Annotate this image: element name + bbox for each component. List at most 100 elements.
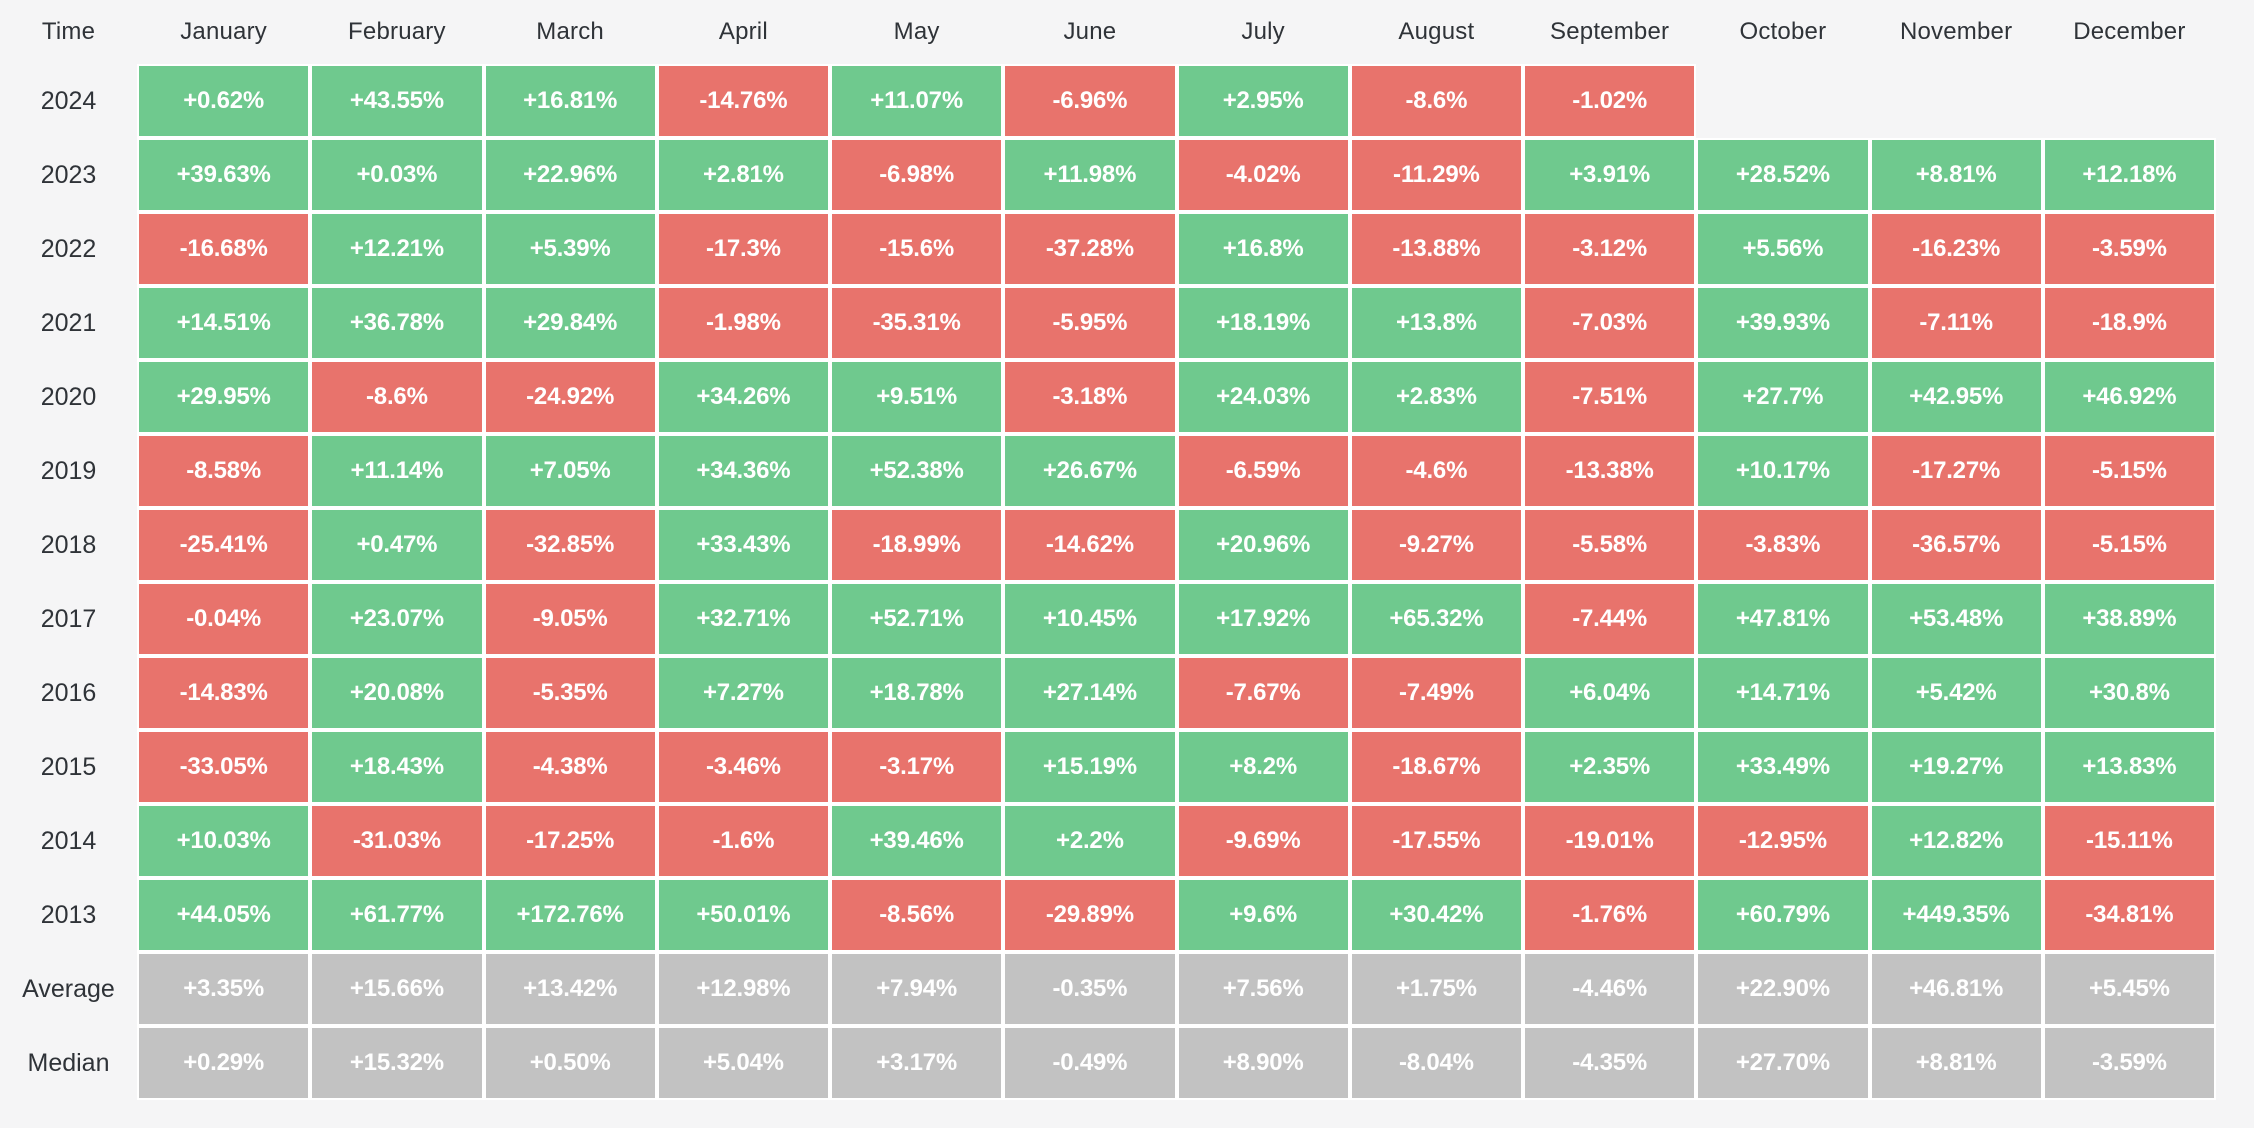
return-cell: +5.39%: [483, 212, 657, 286]
return-cell: +3.91%: [1523, 138, 1697, 212]
return-cell: +14.51%: [137, 286, 311, 360]
return-cell: +5.56%: [1696, 212, 1870, 286]
return-cell: +2.83%: [1349, 360, 1523, 434]
return-cell: +3.17%: [830, 1026, 1004, 1100]
return-cell: -34.81%: [2042, 878, 2216, 952]
return-cell: +29.84%: [483, 286, 657, 360]
return-cell: -5.95%: [1003, 286, 1177, 360]
return-cell: -17.27%: [1869, 434, 2043, 508]
year-row-label: 2014: [40, 826, 97, 855]
return-cell: -14.76%: [656, 64, 830, 138]
return-cell: +36.78%: [310, 286, 484, 360]
year-row-label: 2021: [40, 308, 97, 337]
return-cell: +39.46%: [830, 804, 1004, 878]
return-cell: +2.35%: [1523, 730, 1697, 804]
year-row-label: 2016: [40, 678, 97, 707]
return-cell: [1870, 64, 2043, 138]
return-cell: +18.78%: [830, 656, 1004, 730]
return-cell: +0.47%: [310, 508, 484, 582]
return-cell: +44.05%: [137, 878, 311, 952]
return-cell: -12.95%: [1696, 804, 1870, 878]
return-cell: +12.18%: [2042, 138, 2216, 212]
return-cell: -14.83%: [137, 656, 311, 730]
return-cell: -3.18%: [1003, 360, 1177, 434]
return-cell: -3.83%: [1696, 508, 1870, 582]
return-cell: +5.45%: [2042, 952, 2216, 1026]
return-cell: -1.6%: [656, 804, 830, 878]
month-header: September: [1550, 18, 1670, 45]
return-cell: +61.77%: [310, 878, 484, 952]
return-cell: +2.2%: [1003, 804, 1177, 878]
return-cell: -1.76%: [1523, 878, 1697, 952]
return-cell: +43.55%: [310, 64, 484, 138]
return-cell: +0.50%: [483, 1026, 657, 1100]
monthly-returns-heatmap: Time January February March April May June Jul…: [22, 18, 2216, 1100]
return-cell: +22.96%: [483, 138, 657, 212]
return-cell: -17.25%: [483, 804, 657, 878]
year-row-label: 2018: [40, 530, 97, 559]
return-cell: +29.95%: [137, 360, 311, 434]
return-cell: +11.98%: [1003, 138, 1177, 212]
return-cell: -18.9%: [2042, 286, 2216, 360]
return-cell: -7.03%: [1523, 286, 1697, 360]
return-cell: -7.44%: [1523, 582, 1697, 656]
return-cell: +0.03%: [310, 138, 484, 212]
return-cell: +7.94%: [830, 952, 1004, 1026]
time-header-label: Time: [41, 18, 96, 45]
return-cell: -1.98%: [656, 286, 830, 360]
return-cell: +42.95%: [1869, 360, 2043, 434]
return-cell: -32.85%: [483, 508, 657, 582]
return-cell: -5.58%: [1523, 508, 1697, 582]
return-cell: +3.35%: [137, 952, 311, 1026]
return-cell: -35.31%: [830, 286, 1004, 360]
return-cell: -3.12%: [1523, 212, 1697, 286]
return-cell: +9.6%: [1176, 878, 1350, 952]
return-cell: -4.46%: [1523, 952, 1697, 1026]
return-cell: +60.79%: [1696, 878, 1870, 952]
return-cell: +34.26%: [656, 360, 830, 434]
return-cell: -8.56%: [830, 878, 1004, 952]
year-row-label: 2013: [40, 900, 97, 929]
stat-row-label: Average: [22, 974, 115, 1003]
return-cell: -9.05%: [483, 582, 657, 656]
year-row-label: 2015: [40, 752, 97, 781]
return-cell: -9.27%: [1349, 508, 1523, 582]
return-cell: +12.21%: [310, 212, 484, 286]
return-cell: +53.48%: [1869, 582, 2043, 656]
return-cell: -18.99%: [830, 508, 1004, 582]
return-cell: +33.49%: [1696, 730, 1870, 804]
return-cell: -4.38%: [483, 730, 657, 804]
return-cell: -7.11%: [1869, 286, 2043, 360]
return-cell: +39.63%: [137, 138, 311, 212]
return-cell: +449.35%: [1869, 878, 2043, 952]
return-cell: -4.02%: [1176, 138, 1350, 212]
return-cell: -5.15%: [2042, 434, 2216, 508]
return-cell: +20.96%: [1176, 508, 1350, 582]
return-cell: +13.8%: [1349, 286, 1523, 360]
return-cell: -4.35%: [1523, 1026, 1697, 1100]
return-cell: +2.95%: [1176, 64, 1350, 138]
return-cell: [2043, 64, 2216, 138]
return-cell: -29.89%: [1003, 878, 1177, 952]
return-cell: +7.05%: [483, 434, 657, 508]
month-header: October: [1739, 18, 1827, 45]
return-cell: -17.55%: [1349, 804, 1523, 878]
month-header: March: [536, 18, 604, 45]
return-cell: -3.59%: [2042, 1026, 2216, 1100]
year-row-label: 2024: [40, 86, 97, 115]
return-cell: +12.82%: [1869, 804, 2043, 878]
return-cell: +19.27%: [1869, 730, 2043, 804]
year-row-label: 2020: [40, 382, 97, 411]
return-cell: +16.81%: [483, 64, 657, 138]
year-row-label: 2022: [40, 234, 97, 263]
return-cell: +27.7%: [1696, 360, 1870, 434]
return-cell: +16.8%: [1176, 212, 1350, 286]
return-cell: -1.02%: [1523, 64, 1697, 138]
year-row-label: 2023: [40, 160, 97, 189]
return-cell: -5.35%: [483, 656, 657, 730]
return-cell: +27.14%: [1003, 656, 1177, 730]
return-cell: -11.29%: [1349, 138, 1523, 212]
return-cell: +10.45%: [1003, 582, 1177, 656]
return-cell: -16.68%: [137, 212, 311, 286]
